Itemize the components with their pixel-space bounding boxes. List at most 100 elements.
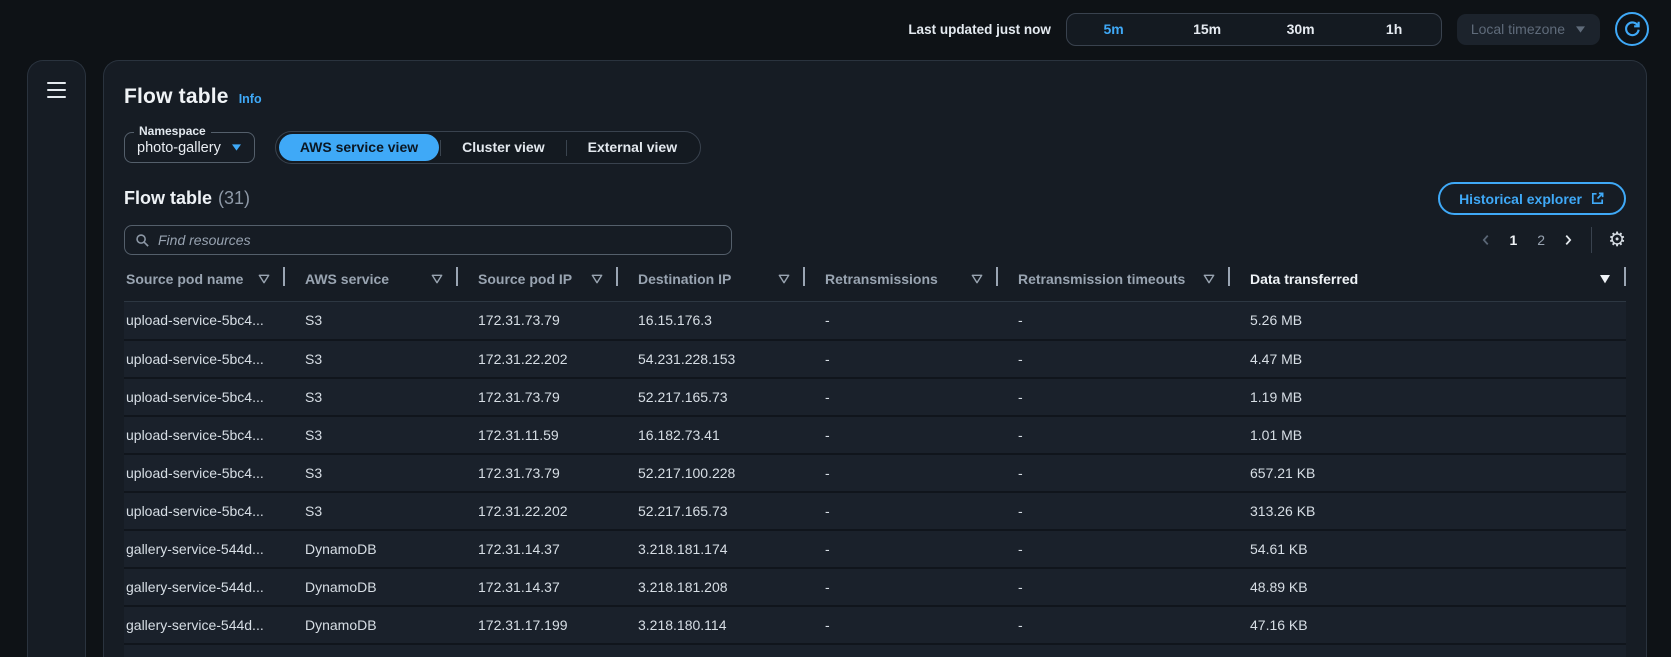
table-row: upload-service-5bc4... S3 172.31.11.59 1… <box>124 415 1626 455</box>
cell-aws-service: S3 <box>285 301 458 341</box>
search-input[interactable] <box>158 232 721 248</box>
time-range-1h[interactable]: 1h <box>1385 20 1403 37</box>
cell-destination-ip: 52.217.165.73 <box>618 491 805 531</box>
time-range-group: 5m 15m 30m 1h <box>1065 12 1442 46</box>
column-header-source-pod-name[interactable]: Source pod name <box>124 263 285 302</box>
table-row-count: (31) <box>218 188 251 208</box>
table-section-header: Flow table (31) Historical explorer <box>124 182 1626 215</box>
chevron-down-icon <box>1576 25 1585 33</box>
sort-descending-icon <box>1600 275 1610 284</box>
topbar: Last updated just now 5m 15m 30m 1h Loca… <box>0 0 1671 58</box>
cell-retransmission-timeouts: - <box>998 605 1230 645</box>
cell-source-pod-name: upload-service-5bc4... <box>124 339 285 379</box>
column-header-retransmissions[interactable]: Retransmissions <box>805 263 998 302</box>
segment-divider <box>565 139 567 156</box>
cell-aws-service: S3 <box>285 339 458 379</box>
refresh-button[interactable] <box>1615 12 1649 46</box>
cell-data-transferred: 1.19 MB <box>1230 377 1626 417</box>
cell-source-pod-ip: 172.31.17.199 <box>458 605 618 645</box>
namespace-select[interactable]: Namespace photo-gallery <box>124 124 255 163</box>
cell-retransmissions: - <box>805 529 998 569</box>
namespace-value: photo-gallery <box>137 139 221 156</box>
namespace-label: Namespace <box>134 124 211 138</box>
filter-icon <box>778 274 790 284</box>
cell-retransmissions: - <box>805 301 998 341</box>
next-page-button[interactable] <box>1561 233 1575 247</box>
cell-retransmission-timeouts: - <box>998 453 1230 493</box>
table-row: gallery-service-544d... DynamoDB 172.31.… <box>124 529 1626 569</box>
cell-source-pod-name: upload-service-5bc4... <box>124 377 285 417</box>
page-header: Flow table Info <box>124 85 1626 109</box>
cell-retransmission-timeouts: - <box>998 377 1230 417</box>
time-range-15m[interactable]: 15m <box>1193 20 1222 37</box>
cell-source-pod-name: upload-service-5bc4... <box>124 415 285 455</box>
filter-icon <box>1203 274 1215 284</box>
partial-next-row <box>124 644 1626 657</box>
table-row: upload-service-5bc4... S3 172.31.73.79 5… <box>124 377 1626 417</box>
table-row: gallery-service-544d... DynamoDB 172.31.… <box>124 605 1626 645</box>
previous-page-button[interactable] <box>1479 233 1493 247</box>
cell-retransmission-timeouts: - <box>998 415 1230 455</box>
cell-aws-service: DynamoDB <box>285 567 458 607</box>
info-link[interactable]: Info <box>238 92 262 106</box>
cell-destination-ip: 52.217.100.228 <box>618 453 805 493</box>
filter-icon <box>591 274 603 284</box>
cell-data-transferred: 54.61 KB <box>1230 529 1626 569</box>
column-header-aws-service[interactable]: AWS service <box>285 263 458 302</box>
cell-retransmission-timeouts: - <box>998 567 1230 607</box>
cell-source-pod-name: gallery-service-544d... <box>124 529 285 569</box>
timezone-select[interactable]: Local timezone <box>1456 13 1600 45</box>
table-row: gallery-service-544d... DynamoDB 172.31.… <box>124 567 1626 607</box>
time-range-5m[interactable]: 5m <box>1103 20 1124 37</box>
historical-explorer-button[interactable]: Historical explorer <box>1438 182 1626 215</box>
page-number-2[interactable]: 2 <box>1537 232 1546 248</box>
table-settings-button[interactable]: ⚙ <box>1608 230 1626 250</box>
table-heading: Flow table <box>124 188 213 208</box>
cell-retransmission-timeouts: - <box>998 339 1230 379</box>
tab-cluster-view[interactable]: Cluster view <box>462 139 545 155</box>
cell-source-pod-ip: 172.31.14.37 <box>458 567 618 607</box>
cell-retransmission-timeouts: - <box>998 301 1230 341</box>
page-title: Flow table <box>124 85 229 108</box>
column-header-destination-ip[interactable]: Destination IP <box>618 263 805 302</box>
cell-source-pod-name: upload-service-5bc4... <box>124 301 285 341</box>
cell-retransmissions: - <box>805 339 998 379</box>
filter-icon <box>258 274 270 284</box>
chevron-down-icon <box>231 144 241 151</box>
search-icon <box>136 233 149 247</box>
chevron-right-icon <box>1565 235 1572 245</box>
cell-source-pod-ip: 172.31.14.37 <box>458 529 618 569</box>
table-row: upload-service-5bc4... S3 172.31.22.202 … <box>124 491 1626 531</box>
external-link-icon <box>1591 192 1604 205</box>
cell-source-pod-ip: 172.31.11.59 <box>458 415 618 455</box>
cell-aws-service: S3 <box>285 377 458 417</box>
cell-aws-service: DynamoDB <box>285 605 458 645</box>
last-updated-text: Last updated just now <box>908 21 1051 37</box>
column-header-source-pod-ip[interactable]: Source pod IP <box>458 263 618 302</box>
column-header-data-transferred[interactable]: Data transferred <box>1230 263 1626 302</box>
segment-divider <box>440 139 442 156</box>
tab-aws-service-view[interactable]: AWS service view <box>278 134 440 161</box>
cell-data-transferred: 47.16 KB <box>1230 605 1626 645</box>
cell-source-pod-ip: 172.31.22.202 <box>458 491 618 531</box>
table-row: upload-service-5bc4... S3 172.31.22.202 … <box>124 339 1626 379</box>
filter-icon <box>971 274 983 284</box>
refresh-icon <box>1625 21 1640 37</box>
cell-retransmissions: - <box>805 453 998 493</box>
cell-source-pod-name: upload-service-5bc4... <box>124 453 285 493</box>
cell-retransmissions: - <box>805 415 998 455</box>
view-segmented-control: AWS service view Cluster view External v… <box>274 131 702 164</box>
column-header-retransmission-timeouts[interactable]: Retransmission timeouts <box>998 263 1230 302</box>
page-number-1[interactable]: 1 <box>1509 232 1518 248</box>
cell-destination-ip: 16.15.176.3 <box>618 301 805 341</box>
cell-retransmissions: - <box>805 377 998 417</box>
menu-toggle-button[interactable] <box>47 82 66 98</box>
tab-external-view[interactable]: External view <box>587 139 678 155</box>
cell-data-transferred: 4.47 MB <box>1230 339 1626 379</box>
table-row: upload-service-5bc4... S3 172.31.73.79 5… <box>124 453 1626 493</box>
cell-retransmission-timeouts: - <box>998 491 1230 531</box>
time-range-30m[interactable]: 30m <box>1286 20 1315 37</box>
cell-source-pod-name: gallery-service-544d... <box>124 567 285 607</box>
flow-table-panel: Flow table Info Namespace photo-gallery … <box>103 60 1647 657</box>
cell-destination-ip: 16.182.73.41 <box>618 415 805 455</box>
